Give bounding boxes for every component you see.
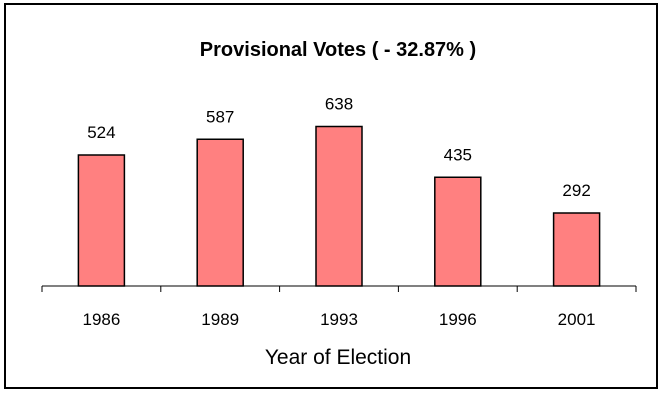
chart-title: Provisional Votes ( - 32.87% ) xyxy=(200,39,476,61)
bar-1989 xyxy=(196,138,244,287)
data-label-2001: 292 xyxy=(562,181,590,200)
x-tick-label-1993: 1993 xyxy=(320,310,358,329)
x-axis-title: Year of Election xyxy=(265,346,411,369)
bar-chart: Provisional Votes ( - 32.87% ) 524 587 638… xyxy=(41,39,637,369)
bars-layer xyxy=(77,125,601,287)
value-labels-layer: 524 587 638 435 292 xyxy=(87,95,591,201)
chart-frame: Provisional Votes ( - 32.87% ) 524 587 638… xyxy=(4,3,658,389)
x-tick-label-2001: 2001 xyxy=(558,310,596,329)
x-tick-label-1989: 1989 xyxy=(201,310,239,329)
x-tick-label-1996: 1996 xyxy=(439,310,477,329)
data-label-1996: 435 xyxy=(444,145,472,164)
bar-1986 xyxy=(77,154,126,287)
data-label-1989: 587 xyxy=(206,107,234,126)
data-label-1993: 638 xyxy=(325,95,353,114)
bar-1993 xyxy=(315,125,363,287)
bar-2001 xyxy=(552,212,601,287)
x-tick-label-1986: 1986 xyxy=(82,310,120,329)
bar-1996 xyxy=(434,176,482,287)
data-label-1986: 524 xyxy=(87,123,115,142)
x-axis: 1986 1989 1993 1996 2001 xyxy=(41,285,637,329)
